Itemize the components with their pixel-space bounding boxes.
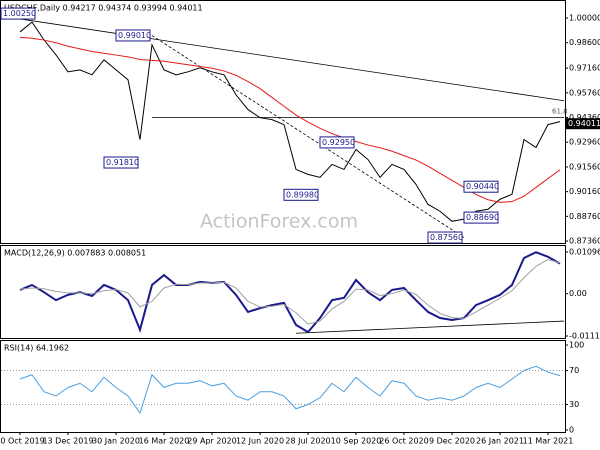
- annotation-label: 0.88690: [466, 213, 499, 222]
- x-tick-label: 12 Jun 2020: [236, 437, 284, 446]
- annotation-box: [427, 231, 463, 244]
- annotation-label: 0.91810: [106, 158, 139, 167]
- x-tick-label: 26 Oct 2020: [379, 437, 428, 446]
- annotation-box: [463, 180, 499, 193]
- x-tick-label: 9 Dec 2020: [429, 437, 475, 446]
- y-tick-label: 1.00000: [569, 14, 600, 23]
- y-tick-label: 0.94360: [569, 113, 600, 122]
- watermark: ActionForex.com: [200, 211, 358, 233]
- x-tick-label: 30 Oct 2019: [0, 437, 45, 446]
- macd-title: MACD(12,26,9) 0.007883 0.008051: [4, 249, 146, 258]
- y-tick-label: 0: [569, 426, 574, 435]
- y-tick-label: 30: [569, 400, 579, 409]
- annotation-label: 0.90440: [466, 182, 499, 191]
- y-tick-label: 0.92960: [569, 138, 600, 147]
- x-tick-label: 28 Jul 2020: [285, 437, 330, 446]
- rsi-title: RSI(14) 64.1962: [4, 344, 69, 353]
- annotation-label: 0.99010: [118, 31, 151, 40]
- y-tick-label: 0.90160: [569, 187, 600, 196]
- y-tick-label: 0.00: [569, 289, 587, 298]
- x-tick-label: 16 Mar 2020: [139, 437, 190, 446]
- y-tick-label: 0.91560: [569, 162, 600, 171]
- annotation-label: 0.89980: [286, 190, 319, 199]
- trend-line: [0, 15, 565, 102]
- annotation-label: 0.87560: [430, 233, 463, 242]
- last-price-box: [566, 118, 600, 130]
- y-tick-label: 0.87360: [569, 237, 600, 246]
- annotation-box: [319, 136, 355, 149]
- annotation-box: [283, 188, 319, 201]
- last-price-label: 0.94011: [568, 119, 600, 128]
- series-line: [19, 258, 561, 325]
- rsi-panel: [0, 340, 566, 433]
- y-tick-label: 70: [569, 366, 579, 375]
- macd-panel: [0, 245, 566, 339]
- annotation-box: [463, 211, 499, 224]
- y-tick-label: 0.98600: [569, 38, 600, 47]
- x-tick-label: 26 Jan 2021: [476, 437, 524, 446]
- line-label: 61.8: [552, 108, 568, 116]
- x-tick-label: 10 Sep 2020: [331, 437, 382, 446]
- y-tick-label: 0.010967: [569, 248, 600, 257]
- x-tick-label: 13 Dec 2019: [42, 437, 93, 446]
- series-line: [19, 251, 561, 334]
- y-tick-label: 0.88760: [569, 212, 600, 221]
- y-tick-label: 0.95760: [569, 88, 600, 97]
- annotation-label: 1.00250: [3, 9, 36, 18]
- y-tick-label: 100: [569, 341, 584, 350]
- chart-title: USDCHF,Daily 0.94217 0.94374 0.93994 0.9…: [4, 4, 203, 13]
- x-tick-label: 11 Mar 2021: [523, 437, 574, 446]
- annotation-box: [0, 7, 36, 20]
- annotation-box: [103, 156, 139, 169]
- y-tick-label: 0.97160: [569, 64, 600, 73]
- y-tick-label: -0.011127: [569, 332, 600, 341]
- trend-line: [295, 320, 565, 334]
- main-panel: [0, 0, 566, 244]
- x-tick-label: 30 Jan 2020: [92, 437, 140, 446]
- series-line: [19, 365, 561, 415]
- annotation-box: [115, 29, 151, 42]
- x-tick-label: 29 Apr 2020: [187, 437, 236, 446]
- annotation-label: 0.92950: [322, 138, 355, 147]
